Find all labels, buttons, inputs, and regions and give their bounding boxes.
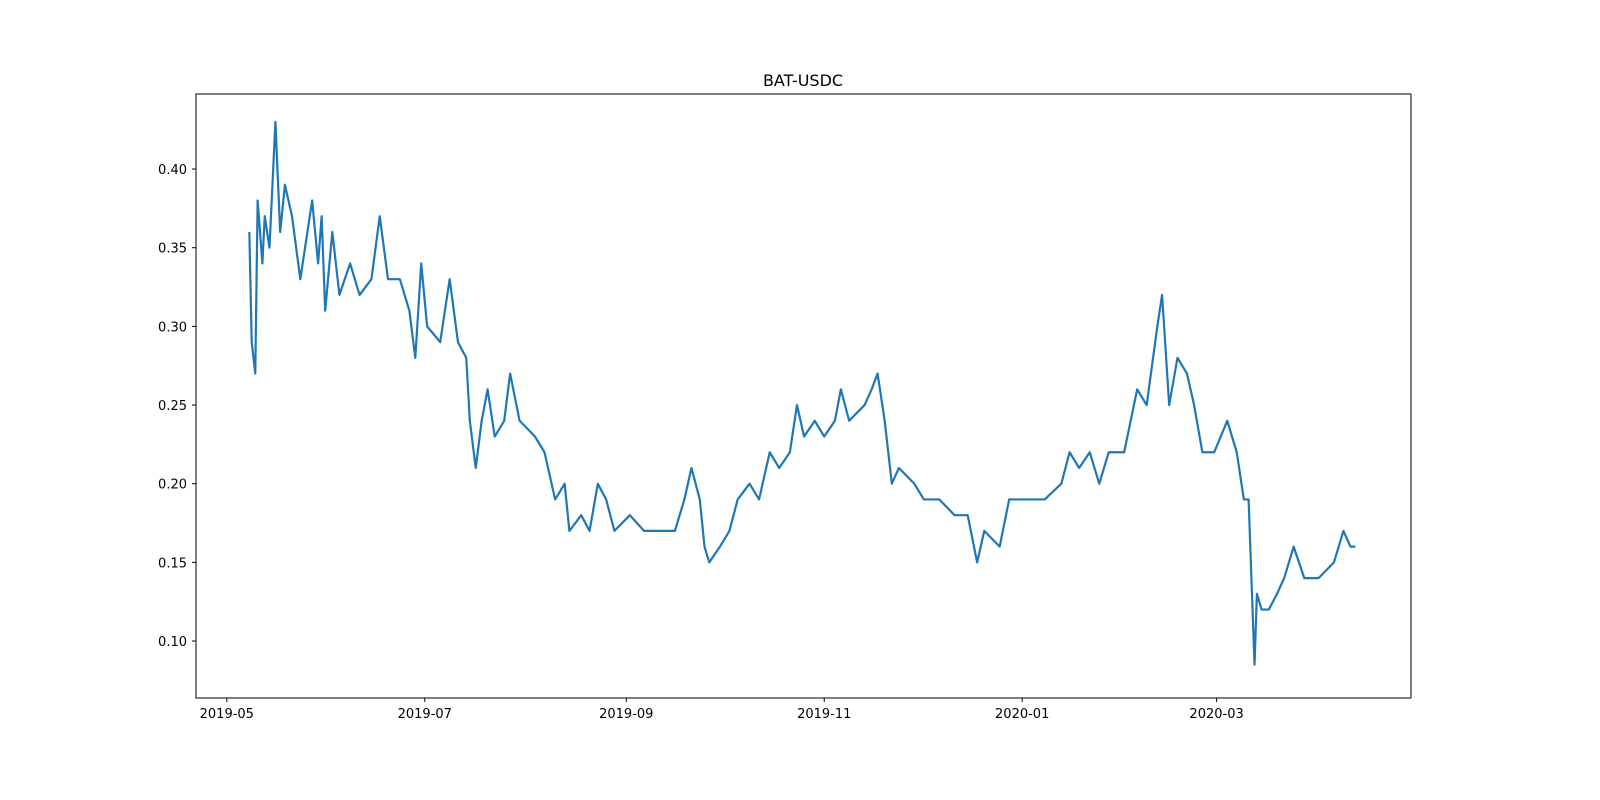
y-tick-label: 0.25 (158, 399, 187, 414)
x-tick-label: 2020-01 (995, 707, 1049, 722)
chart-title: BAT-USDC (763, 71, 843, 90)
y-tick-label: 0.30 (158, 320, 187, 335)
y-tick-label: 0.40 (158, 163, 187, 178)
y-tick-label: 0.20 (158, 478, 187, 493)
y-tick-label: 0.35 (158, 242, 187, 257)
x-tick-label: 2019-09 (599, 707, 653, 722)
x-tick-label: 2019-11 (797, 707, 851, 722)
y-tick-label: 0.15 (158, 556, 187, 571)
x-tick-label: 2019-07 (398, 707, 452, 722)
line (248, 120, 1356, 666)
plot-frame (195, 93, 1412, 699)
y-tick-label: 0.10 (158, 635, 187, 650)
x-tick-label: 2019-05 (200, 707, 254, 722)
x-tick-label: 2020-03 (1189, 707, 1243, 722)
